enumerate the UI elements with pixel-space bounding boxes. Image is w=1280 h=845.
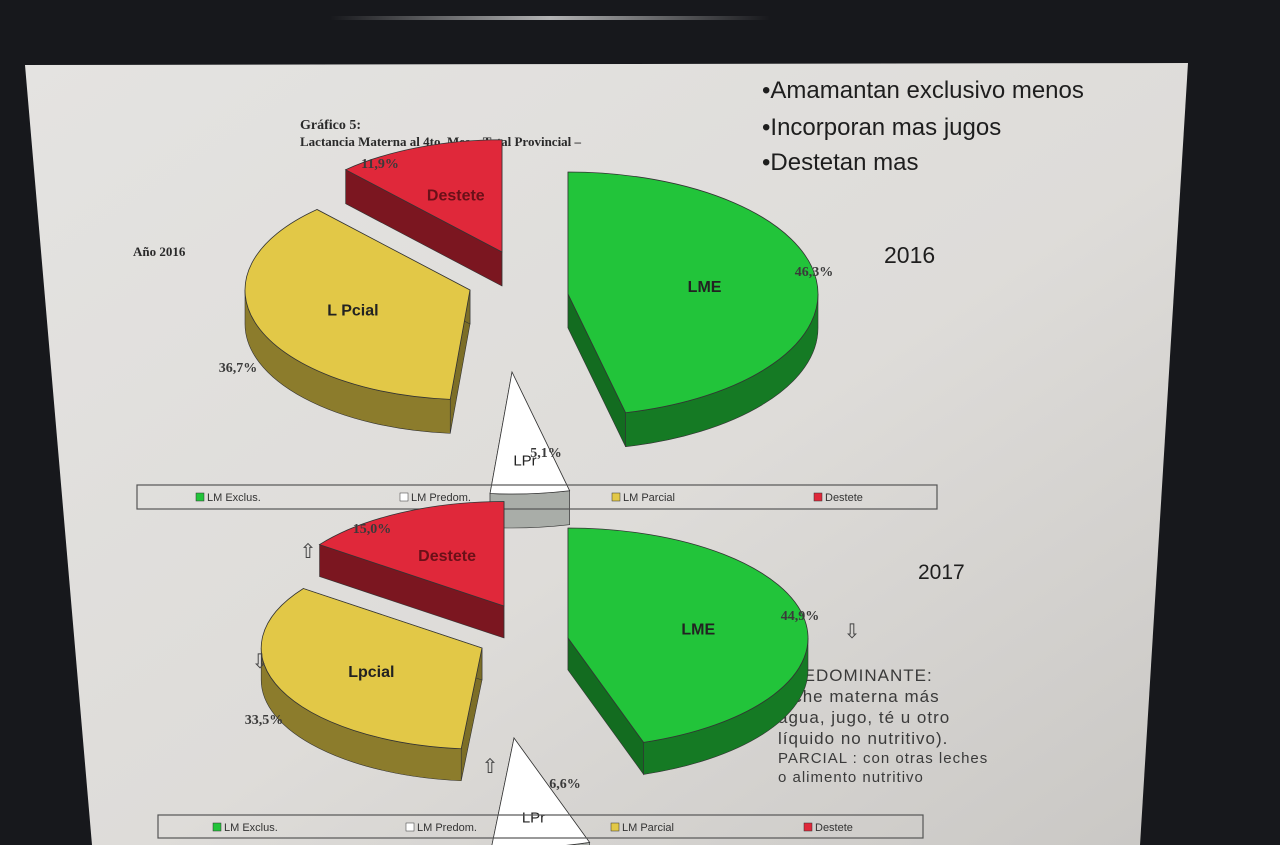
legend-item: Destete xyxy=(803,822,853,834)
slice-value-label: 6,6% xyxy=(549,777,581,792)
year-label: 2017 xyxy=(918,561,965,584)
legend-swatch xyxy=(610,822,620,832)
legend-label: Destete xyxy=(815,822,853,834)
legend-item: LM Exclus. xyxy=(212,822,278,834)
slice-label: L Pcial xyxy=(327,303,378,320)
slice-label: LME xyxy=(688,279,722,296)
note-line: líquido no nutritivo). xyxy=(778,729,948,748)
slice-value-label: 5,1% xyxy=(530,446,562,461)
legend-item: LM Predom. xyxy=(399,492,471,504)
legend-item: LM Parcial xyxy=(611,492,675,504)
slice-label: LPr xyxy=(513,453,536,470)
note-line: agua, jugo, té u otro xyxy=(778,708,950,727)
slice-rim xyxy=(566,842,590,845)
legend-swatch xyxy=(212,822,222,832)
legend-label: LM Exclus. xyxy=(207,492,261,504)
slice-value-label: 33,5% xyxy=(245,713,284,728)
note-line: PREDOMINANTE: xyxy=(778,666,933,685)
bullet-item: •Destetan mas xyxy=(762,149,918,176)
pie-slice xyxy=(260,588,483,782)
legend-label: LM Exclus. xyxy=(224,822,278,834)
pie-slice xyxy=(318,501,505,639)
pie-chart-2017: 2017 Destete 15,0% ⇧ Lpcial 33,5% ⇩ LPr 6,6% ⇧ LM… xyxy=(157,501,965,845)
chart-subheading: Lactancia Materna al 4to. Mes – Total Pr… xyxy=(300,134,582,149)
slice-top xyxy=(318,501,505,607)
slice-top xyxy=(491,737,591,845)
slice-label: LPr xyxy=(522,810,545,827)
slice-label: LME xyxy=(681,621,715,638)
legend-label: LM Predom. xyxy=(411,492,471,504)
slice-top xyxy=(567,171,819,414)
note-line: o alimento nutritivo xyxy=(778,769,924,786)
legend-label: LM Parcial xyxy=(623,492,675,504)
slice-value-label: 46,3% xyxy=(795,265,834,280)
arrow-down-icon: ⇩ xyxy=(252,651,269,673)
slice-top xyxy=(567,527,809,743)
legend-label: Destete xyxy=(825,492,863,504)
pie-slice xyxy=(567,171,819,448)
note-line: leche materna más xyxy=(778,687,940,706)
note-line: PARCIAL : con otras leches xyxy=(778,750,988,767)
legend-label: LM Predom. xyxy=(417,822,477,834)
arrow-down-icon: ⇩ xyxy=(844,621,861,643)
pie-slice xyxy=(567,527,809,776)
bullet-item: •Amamantan exclusivo menos xyxy=(762,77,1084,104)
slice-top xyxy=(489,370,571,495)
legend: LM Exclus. LM Predom. LM Parcial Destete xyxy=(136,484,938,510)
legend-frame xyxy=(157,814,924,839)
slice-top xyxy=(344,139,503,253)
legend-swatch xyxy=(399,492,409,502)
pie-slice xyxy=(344,139,503,287)
legend-swatch xyxy=(611,492,621,502)
bullet-item: •Incorporan mas jugos xyxy=(762,114,1001,141)
slice-label: Lpcial xyxy=(348,664,394,681)
legend: LM Exclus. LM Predom. LM Parcial Destete xyxy=(157,814,924,839)
slice-value-label: 44,9% xyxy=(781,609,820,624)
legend-item: Destete xyxy=(813,492,863,504)
monitor-glare xyxy=(330,16,770,20)
pie-chart-2016: Año 2016 2016 Destete 11,9% L Pcial 36,7% LP… xyxy=(133,139,938,529)
legend-swatch xyxy=(803,822,813,832)
legend-item: LM Parcial xyxy=(610,822,674,834)
year-label: 2016 xyxy=(884,242,935,268)
slice-label: Destete xyxy=(427,188,485,205)
pie-slice xyxy=(489,370,571,529)
chart-title: Año 2016 xyxy=(133,244,186,259)
slice-value-label: 11,9% xyxy=(361,157,399,172)
pie-slice xyxy=(491,737,591,845)
definitions-note: PREDOMINANTE: leche materna más agua, ju… xyxy=(778,666,988,786)
slice-top xyxy=(244,209,471,400)
arrow-up-icon: ⇧ xyxy=(482,756,499,778)
legend-label: LM Parcial xyxy=(622,822,674,834)
legend-item: LM Exclus. xyxy=(195,492,261,504)
legend-item: LM Predom. xyxy=(405,822,477,834)
legend-swatch xyxy=(813,492,823,502)
pie-slice xyxy=(244,208,471,434)
chart-heading: Gráfico 5: xyxy=(300,118,361,133)
pie-slices: Destete 15,0% ⇧ Lpcial 33,5% ⇩ LPr 6,6% ⇧ LME 44,9… xyxy=(245,501,861,845)
legend-swatch xyxy=(405,822,415,832)
bullet-list: •Amamantan exclusivo menos •Incorporan m… xyxy=(762,77,1084,176)
legend-swatch xyxy=(195,492,205,502)
legend-frame xyxy=(136,484,938,510)
slice-value-label: 15,0% xyxy=(353,522,392,537)
slice-label: Destete xyxy=(418,548,476,565)
slice-top xyxy=(260,588,483,750)
arrow-up-icon: ⇧ xyxy=(300,541,317,563)
slice-value-label: 36,7% xyxy=(219,361,258,376)
